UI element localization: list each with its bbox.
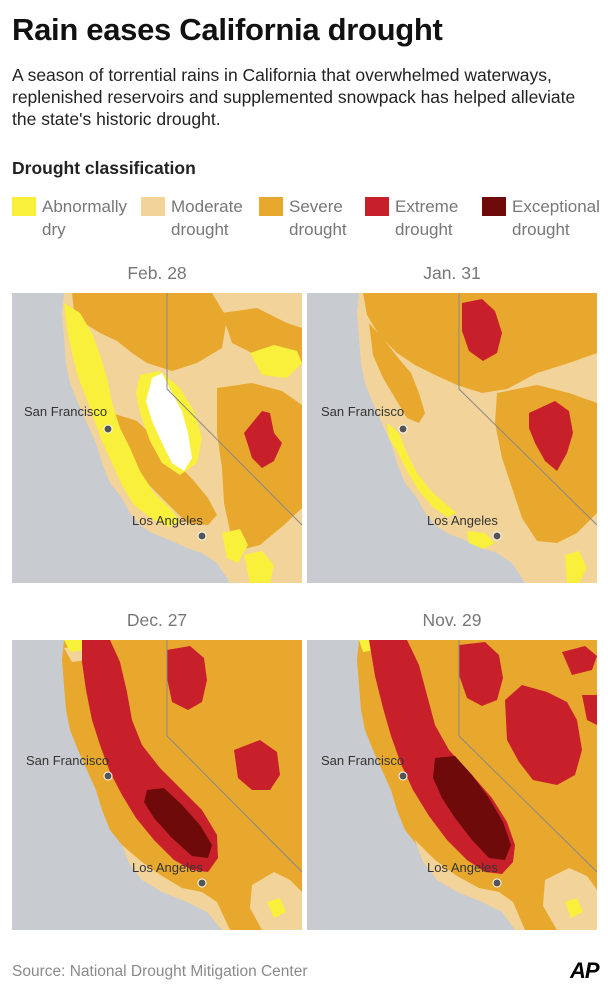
- region-d4: [144, 788, 212, 858]
- map-label-feb-28: Feb. 28: [127, 263, 187, 283]
- region-d4: [433, 756, 511, 860]
- region-d2-east: [495, 385, 597, 543]
- state-border: [458, 640, 597, 873]
- san-francisco-label: San Francisco: [321, 753, 404, 768]
- san-francisco-label: San Francisco: [24, 404, 107, 419]
- source-credit: Source: National Drought Mitigation Cent…: [12, 963, 308, 980]
- legend-swatch-d2: [259, 197, 283, 216]
- los-angeles-marker: [492, 531, 502, 541]
- region-d3-north: [167, 646, 207, 710]
- ap-logo: AP: [570, 958, 600, 983]
- legend: Abnormally dry Moderate drought Severe d…: [12, 195, 608, 245]
- san-francisco-label: San Francisco: [26, 753, 109, 768]
- drought-map-dec-27: San Francisco Los Angeles: [12, 640, 302, 930]
- legend-label-line1: Extreme: [395, 197, 459, 216]
- map-svg: San Francisco Los Angeles: [12, 640, 302, 930]
- region-d1-se: [543, 868, 597, 930]
- map-label-nov-29: Nov. 29: [422, 610, 482, 630]
- legend-title: Drought classification: [12, 158, 196, 178]
- region-d0-se: [267, 898, 286, 918]
- legend-label-line2: drought: [512, 220, 570, 239]
- legend-label-line1: Abnormally: [42, 197, 128, 216]
- legend-label-line2: drought: [171, 220, 229, 239]
- los-angeles-marker: [197, 878, 207, 888]
- region-d3-north: [459, 642, 503, 706]
- state-border: [458, 293, 597, 526]
- legend-label-line2: dry: [42, 220, 66, 239]
- region-d3-east: [529, 401, 573, 471]
- region-d3-east: [234, 740, 280, 790]
- map-label-jan-31: Jan. 31: [423, 263, 481, 283]
- page-title: Rain eases California drought: [12, 12, 443, 47]
- san-francisco-label: San Francisco: [321, 404, 404, 419]
- region-d2-west: [369, 323, 425, 423]
- region-d0-sw: [467, 531, 495, 549]
- san-francisco-marker: [398, 424, 408, 434]
- legend-label-line1: Severe: [289, 197, 343, 216]
- region-d3-ne: [562, 646, 597, 675]
- los-angeles-label: Los Angeles: [427, 860, 498, 875]
- map-svg: San Francisco Los Angeles: [12, 293, 302, 583]
- los-angeles-label: Los Angeles: [132, 860, 203, 875]
- region-d3-e2: [582, 695, 597, 725]
- los-angeles-label: Los Angeles: [427, 513, 498, 528]
- map-svg: San Francisco Los Angeles: [307, 293, 597, 583]
- region-none: [146, 373, 192, 471]
- map-svg: San Francisco Los Angeles: [307, 640, 597, 930]
- san-francisco-marker: [398, 771, 408, 781]
- region-d3-east: [505, 685, 582, 785]
- region-d1-south: [415, 840, 525, 930]
- los-angeles-label: Los Angeles: [132, 513, 203, 528]
- legend-label-line1: Exceptional: [512, 197, 600, 216]
- state-border: [166, 640, 302, 873]
- legend-swatch-d3: [365, 197, 389, 216]
- legend-label-line2: drought: [289, 220, 347, 239]
- drought-map-jan-31: San Francisco Los Angeles: [307, 293, 597, 583]
- region-d0-se: [565, 551, 587, 583]
- region-d1-south: [122, 845, 230, 930]
- legend-swatch-d1: [141, 197, 165, 216]
- region-d2-central: [112, 413, 217, 525]
- legend-swatch-d0: [12, 197, 36, 216]
- drought-map-nov-29: San Francisco Los Angeles: [307, 640, 597, 930]
- region-d0-ne: [250, 345, 302, 378]
- region-d0-se: [565, 898, 583, 918]
- region-d2-north: [72, 293, 227, 371]
- state-border: [166, 293, 302, 526]
- region-d3-north: [462, 299, 502, 361]
- san-francisco-marker: [103, 424, 113, 434]
- san-francisco-marker: [103, 771, 113, 781]
- page-subtitle: A season of torrential rains in Californ…: [12, 65, 576, 129]
- map-label-dec-27: Dec. 27: [126, 610, 188, 630]
- region-d0-coast: [387, 423, 457, 517]
- legend-swatch-d4: [482, 197, 506, 216]
- region-d2-east: [217, 383, 302, 549]
- drought-map-feb-28: San Francisco Los Angeles: [12, 293, 302, 583]
- los-angeles-marker: [492, 878, 502, 888]
- region-d3: [244, 411, 282, 468]
- legend-label-line1: Moderate: [171, 197, 243, 216]
- legend-label-line2: drought: [395, 220, 453, 239]
- los-angeles-marker: [197, 531, 207, 541]
- region-d0-se: [222, 529, 248, 563]
- region-d0-sw: [244, 551, 274, 583]
- region-d0-coast: [64, 303, 180, 527]
